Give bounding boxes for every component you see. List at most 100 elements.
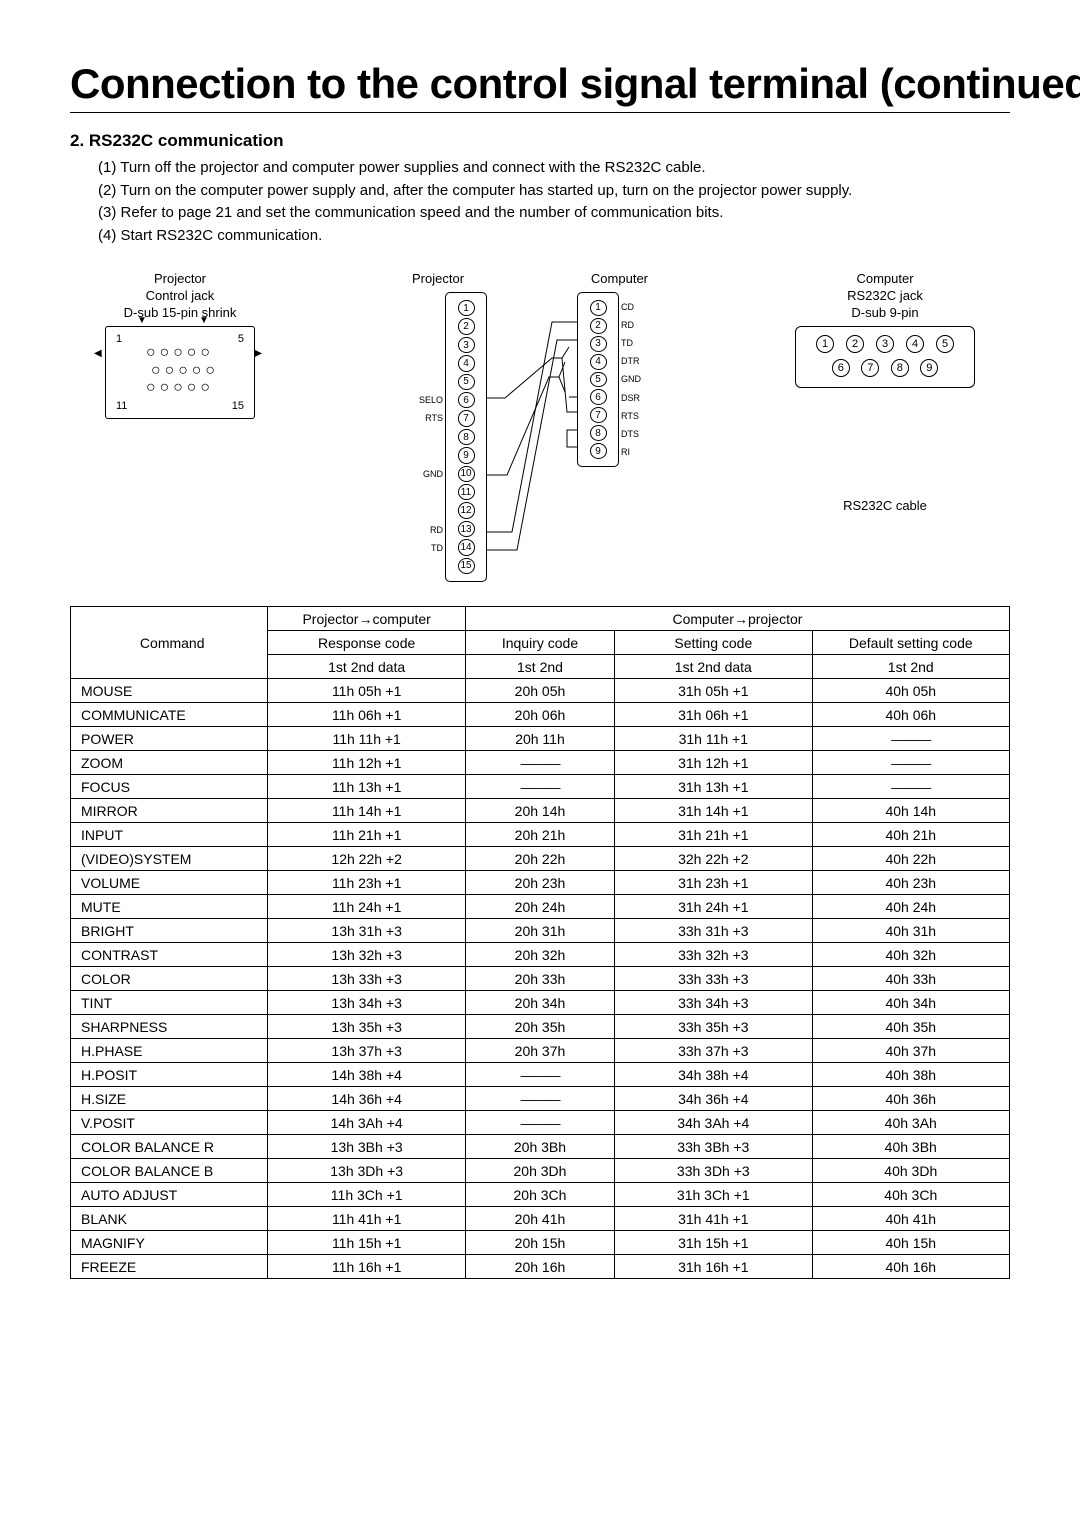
data-cell: 20h 06h — [465, 703, 614, 727]
projector-pin-labels: SELORTSGNDRDTD — [419, 292, 445, 582]
data-cell: 31h 05h +1 — [615, 679, 812, 703]
table-row: AUTO ADJUST11h 3Ch +120h 3Ch31h 3Ch +140… — [71, 1183, 1010, 1207]
cmd-cell: CONTRAST — [71, 943, 268, 967]
data-cell: 11h 15h +1 — [268, 1231, 465, 1255]
data-cell: 31h 06h +1 — [615, 703, 812, 727]
data-cell: 11h 24h +1 — [268, 895, 465, 919]
data-cell: 31h 21h +1 — [615, 823, 812, 847]
cmd-cell: MIRROR — [71, 799, 268, 823]
data-cell: 40h 32h — [812, 943, 1009, 967]
data-cell: 14h 3Ah +4 — [268, 1111, 465, 1135]
computer-jack-diagram: Computer RS232C jack D-sub 9-pin 12345 6… — [780, 269, 990, 513]
data-cell: 40h 3Bh — [812, 1135, 1009, 1159]
data-cell: 31h 11h +1 — [615, 727, 812, 751]
data-cell: 20h 11h — [465, 727, 614, 751]
data-cell: 40h 3Ah — [812, 1111, 1009, 1135]
data-cell: 20h 3Ch — [465, 1183, 614, 1207]
data-cell: 13h 33h +3 — [268, 967, 465, 991]
data-cell: 20h 15h — [465, 1231, 614, 1255]
data-cell: 20h 16h — [465, 1255, 614, 1279]
cmd-cell: AUTO ADJUST — [71, 1183, 268, 1207]
data-cell: 33h 3Bh +3 — [615, 1135, 812, 1159]
data-cell: 33h 31h +3 — [615, 919, 812, 943]
table-row: COLOR BALANCE B13h 3Dh +320h 3Dh33h 3Dh … — [71, 1159, 1010, 1183]
data-cell: ——— — [812, 775, 1009, 799]
data-cell: ——— — [465, 775, 614, 799]
data-cell: 14h 38h +4 — [268, 1063, 465, 1087]
proj-label-2: Control jack — [80, 288, 280, 303]
data-cell: 13h 3Dh +3 — [268, 1159, 465, 1183]
dsub15-connector: ◀▶ 15 ○○○○○ ○○○○○ ○○○○○ 1115 — [105, 326, 255, 419]
cmd-cell: INPUT — [71, 823, 268, 847]
data-cell: 31h 13h +1 — [615, 775, 812, 799]
data-cell: 31h 41h +1 — [615, 1207, 812, 1231]
table-row: CONTRAST13h 32h +320h 32h33h 32h +340h 3… — [71, 943, 1010, 967]
table-row: H.SIZE14h 36h +4———34h 36h +440h 36h — [71, 1087, 1010, 1111]
data-cell: 40h 22h — [812, 847, 1009, 871]
table-row: V.POSIT14h 3Ah +4———34h 3Ah +440h 3Ah — [71, 1111, 1010, 1135]
data-cell: 33h 34h +3 — [615, 991, 812, 1015]
command-table: Command Projector→computer Computer→proj… — [70, 606, 1010, 1279]
data-cell: 20h 31h — [465, 919, 614, 943]
cmd-cell: POWER — [71, 727, 268, 751]
cmd-cell: VOLUME — [71, 871, 268, 895]
data-cell: 33h 3Dh +3 — [615, 1159, 812, 1183]
data-cell: ——— — [812, 751, 1009, 775]
table-row: MUTE11h 24h +120h 24h31h 24h +140h 24h — [71, 895, 1010, 919]
cmd-cell: H.POSIT — [71, 1063, 268, 1087]
cmd-cell: COLOR — [71, 967, 268, 991]
th-setting: Setting code — [615, 631, 812, 655]
data-cell: 20h 35h — [465, 1015, 614, 1039]
data-cell: 11h 12h +1 — [268, 751, 465, 775]
table-row: MOUSE11h 05h +120h 05h31h 05h +140h 05h — [71, 679, 1010, 703]
data-cell: 40h 33h — [812, 967, 1009, 991]
data-cell: 14h 36h +4 — [268, 1087, 465, 1111]
rs232c-cable-label: RS232C cable — [780, 498, 990, 513]
sub-set: 1st 2nd data — [615, 655, 812, 679]
data-cell: 11h 14h +1 — [268, 799, 465, 823]
data-cell: 11h 11h +1 — [268, 727, 465, 751]
step-2: (2) Turn on the computer power supply an… — [98, 180, 1010, 203]
data-cell: 40h 41h — [812, 1207, 1009, 1231]
data-cell: 40h 3Ch — [812, 1183, 1009, 1207]
cmd-cell: MAGNIFY — [71, 1231, 268, 1255]
table-row: POWER11h 11h +120h 11h31h 11h +1——— — [71, 727, 1010, 751]
table-header-row-1: Command Projector→computer Computer→proj… — [71, 607, 1010, 631]
data-cell: 11h 41h +1 — [268, 1207, 465, 1231]
table-row: MAGNIFY11h 15h +120h 15h31h 15h +140h 15… — [71, 1231, 1010, 1255]
data-cell: 20h 37h — [465, 1039, 614, 1063]
data-cell: 20h 3Dh — [465, 1159, 614, 1183]
cmd-cell: ZOOM — [71, 751, 268, 775]
sub-inq: 1st 2nd — [465, 655, 614, 679]
data-cell: ——— — [465, 751, 614, 775]
data-cell: 34h 38h +4 — [615, 1063, 812, 1087]
data-cell: 40h 36h — [812, 1087, 1009, 1111]
comp-label-1: Computer — [780, 271, 990, 286]
comp-label-2: RS232C jack — [780, 288, 990, 303]
data-cell: 20h 21h — [465, 823, 614, 847]
cmd-cell: BRIGHT — [71, 919, 268, 943]
data-cell: 40h 35h — [812, 1015, 1009, 1039]
data-cell: 33h 32h +3 — [615, 943, 812, 967]
dsub9-connector: 12345 6789 — [795, 326, 975, 388]
table-row: COMMUNICATE11h 06h +120h 06h31h 06h +140… — [71, 703, 1010, 727]
step-1: (1) Turn off the projector and computer … — [98, 157, 1010, 180]
wiring-diagram: Projector Computer SELORTSGNDRDTD 123456… — [400, 269, 660, 582]
data-cell: 20h 14h — [465, 799, 614, 823]
cmd-cell: MUTE — [71, 895, 268, 919]
pin-num-1: 1 — [116, 333, 122, 345]
data-cell: 33h 33h +3 — [615, 967, 812, 991]
projector-jack-diagram: Projector Control jack D-sub 15-pin shri… — [80, 269, 280, 419]
data-cell: ——— — [465, 1087, 614, 1111]
data-cell: 33h 37h +3 — [615, 1039, 812, 1063]
data-cell: 13h 32h +3 — [268, 943, 465, 967]
cmd-cell: V.POSIT — [71, 1111, 268, 1135]
pin-num-15: 15 — [232, 400, 244, 412]
data-cell: 40h 3Dh — [812, 1159, 1009, 1183]
data-cell: 11h 05h +1 — [268, 679, 465, 703]
page-title: Connection to the control signal termina… — [70, 60, 1010, 108]
table-row: COLOR13h 33h +320h 33h33h 33h +340h 33h — [71, 967, 1010, 991]
data-cell: 11h 3Ch +1 — [268, 1183, 465, 1207]
data-cell: 40h 21h — [812, 823, 1009, 847]
data-cell: 32h 22h +2 — [615, 847, 812, 871]
